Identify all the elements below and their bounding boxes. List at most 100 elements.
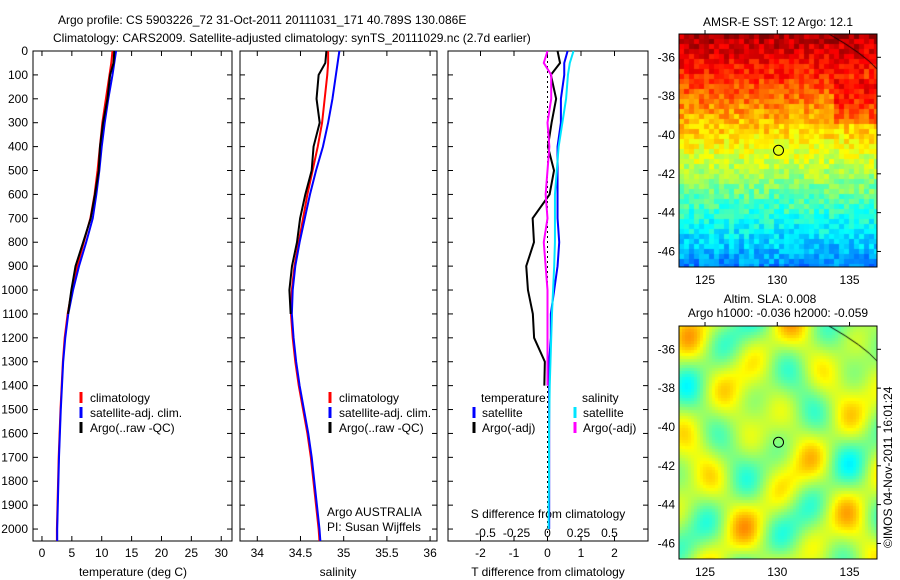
x-tick-label: 36 bbox=[423, 546, 437, 560]
series-line-argo-raw-qc- bbox=[288, 50, 328, 314]
lat-tick-label: -36 bbox=[658, 342, 676, 356]
chart-subtitle: Climatology: CARS2009. Satellite-adjuste… bbox=[53, 31, 531, 45]
y-tick-label: 1300 bbox=[1, 355, 28, 369]
series-line-temperature-argo-adj- bbox=[525, 50, 562, 386]
legend-label: climatology bbox=[339, 391, 399, 405]
legend-label: Argo(..raw -QC) bbox=[339, 421, 424, 435]
y-tick-label: 2000 bbox=[1, 522, 28, 536]
y-tick-label: 0 bbox=[21, 44, 28, 58]
series-line-climatology bbox=[289, 51, 330, 542]
credit-line1: Argo AUSTRALIA bbox=[327, 505, 422, 519]
x-label-salinity: salinity bbox=[320, 565, 357, 579]
lat-tick-label: -46 bbox=[658, 244, 676, 258]
x-tick-label: 0 bbox=[39, 546, 46, 560]
y-tick-label: 100 bbox=[8, 68, 28, 82]
lon-tick-label: 135 bbox=[840, 273, 860, 287]
x-tick-label: 35.5 bbox=[375, 546, 399, 560]
legend-difference: temperature salinity satelliteArgo(-adj)… bbox=[472, 391, 636, 435]
lon-tick-label: 125 bbox=[695, 565, 715, 579]
lat-tick-label: -38 bbox=[658, 89, 676, 103]
y-tick-label: 800 bbox=[8, 235, 28, 249]
lat-tick-label: -36 bbox=[658, 50, 676, 64]
y-tick-label: 1700 bbox=[1, 450, 28, 464]
x-label-t-diff: T difference from climatology bbox=[471, 565, 625, 579]
map-frame bbox=[678, 325, 878, 560]
y-tick-label: 600 bbox=[8, 187, 28, 201]
sst-map-image bbox=[679, 34, 877, 267]
x-tick-label: 30 bbox=[215, 546, 229, 560]
lat-tick-label: -40 bbox=[658, 128, 676, 142]
x-tick-label: 20 bbox=[155, 546, 169, 560]
x-tick-label: -1 bbox=[509, 546, 520, 560]
map-frame bbox=[678, 33, 878, 268]
panel-frame bbox=[32, 50, 233, 542]
legend-s-header: salinity bbox=[582, 391, 619, 405]
panel-frame bbox=[239, 50, 438, 542]
lon-tick-label: 130 bbox=[767, 273, 787, 287]
y-tick-label: 1900 bbox=[1, 498, 28, 512]
y-tick-label: 1200 bbox=[1, 331, 28, 345]
y-tick-label: 1600 bbox=[1, 426, 28, 440]
legend-label: Argo(..raw -QC) bbox=[90, 421, 175, 435]
legend-label: satellite-adj. clim. bbox=[90, 406, 182, 420]
credit-line2: PI: Susan Wijffels bbox=[327, 520, 421, 534]
argo-position-marker bbox=[773, 436, 785, 448]
legend-t-header: temperature bbox=[481, 391, 546, 405]
s-tick-label: -0.25 bbox=[503, 526, 531, 540]
x-tick-label: 10 bbox=[95, 546, 109, 560]
series-line-satellite-adj-clim- bbox=[56, 50, 118, 541]
y-tick-label: 300 bbox=[8, 116, 28, 130]
x-tick-label: 25 bbox=[185, 546, 199, 560]
x-tick-label: 2 bbox=[611, 546, 618, 560]
series-line-salinity-satellite bbox=[547, 50, 575, 530]
lon-tick-label: 125 bbox=[695, 273, 715, 287]
s-tick-label: 0.25 bbox=[567, 526, 591, 540]
y-tick-label: 400 bbox=[8, 140, 28, 154]
series-line-satellite-adj-clim- bbox=[290, 50, 341, 542]
chart-title: Argo profile: CS 5903226_72 31-Oct-2011 … bbox=[58, 13, 466, 27]
lon-tick-label: 130 bbox=[767, 565, 787, 579]
y-tick-label: 1400 bbox=[1, 379, 28, 393]
x-label-temperature: temperature (deg C) bbox=[79, 565, 187, 579]
series-line-salinity-argo-adj- bbox=[542, 50, 553, 386]
x-tick-label: 34 bbox=[251, 546, 265, 560]
x-tick-label: -2 bbox=[475, 546, 486, 560]
s-tick-label: 0.5 bbox=[601, 526, 618, 540]
y-tick-label: 700 bbox=[8, 211, 28, 225]
legend-label: satellite bbox=[482, 406, 523, 420]
argo-position-marker bbox=[773, 144, 785, 156]
legend-label: Argo(-adj) bbox=[583, 421, 636, 435]
lat-tick-label: -44 bbox=[658, 206, 676, 220]
sla-map-image bbox=[679, 326, 877, 559]
lat-tick-label: -42 bbox=[658, 167, 676, 181]
x-tick-label: 5 bbox=[69, 546, 76, 560]
y-tick-label: 1500 bbox=[1, 403, 28, 417]
y-tick-label: 500 bbox=[8, 164, 28, 178]
x-tick-label: 35 bbox=[337, 546, 351, 560]
lat-tick-label: -42 bbox=[658, 459, 676, 473]
y-tick-label: 900 bbox=[8, 259, 28, 273]
legend-label: satellite-adj. clim. bbox=[339, 406, 431, 420]
lat-tick-label: -44 bbox=[658, 498, 676, 512]
x-tick-label: 0 bbox=[544, 546, 551, 560]
legend-label: satellite bbox=[583, 406, 624, 420]
imos-stamp: ©IMOS 04-Nov-2011 16:01:24 bbox=[881, 386, 895, 548]
s-tick-label: -0.5 bbox=[475, 526, 496, 540]
sst-map-title: AMSR-E SST: 12 Argo: 12.1 bbox=[703, 15, 853, 29]
lat-tick-label: -40 bbox=[658, 420, 676, 434]
y-tick-label: 1100 bbox=[2, 307, 28, 321]
y-tick-label: 200 bbox=[8, 92, 28, 106]
lat-tick-label: -38 bbox=[658, 381, 676, 395]
lon-tick-label: 135 bbox=[840, 565, 860, 579]
legend-label: Argo(-adj) bbox=[482, 421, 535, 435]
lat-tick-label: -46 bbox=[658, 536, 676, 550]
x-tick-label: 34.5 bbox=[289, 546, 313, 560]
sla-map-title: Altim. SLA: 0.008 bbox=[724, 292, 817, 306]
y-tick-label: 1800 bbox=[1, 474, 28, 488]
x-tick-label: 15 bbox=[125, 546, 139, 560]
y-tick-label: 1000 bbox=[1, 283, 28, 297]
